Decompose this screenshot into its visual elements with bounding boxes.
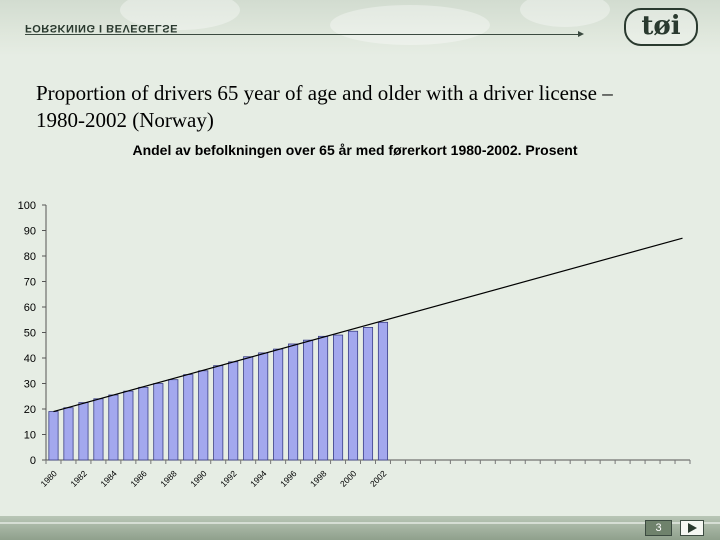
x-tick-label: 2002 bbox=[368, 468, 389, 489]
header-band bbox=[0, 0, 720, 56]
bar bbox=[303, 339, 314, 461]
y-tick-label: 100 bbox=[18, 200, 36, 212]
bar bbox=[243, 356, 254, 461]
y-tick-label: 60 bbox=[24, 302, 36, 314]
y-tick-label: 70 bbox=[24, 277, 36, 289]
x-tick-label: 1996 bbox=[278, 468, 299, 489]
play-icon bbox=[688, 523, 697, 533]
x-tick-label: 1990 bbox=[188, 468, 209, 489]
bar bbox=[333, 334, 344, 461]
bar bbox=[153, 383, 164, 461]
bar bbox=[138, 386, 149, 461]
bar bbox=[377, 321, 389, 461]
x-tick-label: 1982 bbox=[68, 468, 89, 489]
x-tick-label: 1984 bbox=[98, 468, 119, 489]
bar bbox=[347, 330, 359, 461]
y-tick-label: 20 bbox=[24, 404, 36, 416]
x-tick-label: 1998 bbox=[308, 468, 329, 489]
x-tick-label: 1980 bbox=[38, 468, 59, 489]
chart-title: Andel av befolkningen over 65 år med før… bbox=[132, 142, 577, 158]
x-tick-label: 1994 bbox=[248, 468, 269, 489]
page-number: 3 bbox=[645, 520, 672, 536]
y-tick-label: 50 bbox=[24, 328, 36, 340]
bar bbox=[63, 407, 74, 461]
toi-logo: tøi bbox=[624, 8, 698, 46]
footer-stripe bbox=[0, 522, 720, 524]
bar bbox=[213, 365, 224, 461]
bar bbox=[258, 352, 269, 461]
y-tick-label: 40 bbox=[24, 353, 36, 365]
y-tick-label: 30 bbox=[24, 379, 36, 391]
bar bbox=[273, 348, 284, 461]
footer-bar bbox=[0, 516, 720, 540]
bar bbox=[198, 370, 209, 461]
bar bbox=[93, 398, 104, 461]
bar bbox=[78, 402, 89, 461]
x-tick-label: 1988 bbox=[158, 468, 179, 489]
bar bbox=[228, 361, 239, 461]
x-tick-label: 1992 bbox=[218, 468, 239, 489]
header-divider bbox=[25, 34, 580, 35]
bar bbox=[362, 326, 374, 461]
bar bbox=[108, 394, 119, 461]
y-tick-label: 80 bbox=[24, 251, 36, 263]
next-slide-button[interactable] bbox=[680, 520, 704, 536]
y-tick-label: 0 bbox=[30, 455, 36, 467]
bar bbox=[123, 390, 134, 461]
slide-title-line-1: Proportion of drivers 65 year of age and… bbox=[36, 81, 613, 105]
y-tick-label: 90 bbox=[24, 226, 36, 238]
x-tick-label: 1986 bbox=[128, 468, 149, 489]
bar bbox=[183, 374, 194, 461]
y-tick-label: 10 bbox=[24, 430, 36, 442]
x-tick-label: 2000 bbox=[338, 468, 359, 489]
bar bbox=[48, 411, 59, 461]
bar bbox=[168, 379, 179, 461]
bar bbox=[318, 335, 329, 461]
slide-title: Proportion of drivers 65 year of age and… bbox=[36, 80, 706, 134]
bar bbox=[288, 343, 299, 461]
arrow-right-icon bbox=[578, 31, 584, 37]
trend-line bbox=[53, 237, 683, 413]
slide-title-line-2: 1980-2002 (Norway) bbox=[36, 108, 214, 132]
plot-area: 0 10 20 30 40 50 60 70 80 90 100 1980 1982 1984 1986 19… bbox=[18, 200, 691, 489]
chart: Andel av befolkningen over 65 år med før… bbox=[18, 142, 691, 489]
